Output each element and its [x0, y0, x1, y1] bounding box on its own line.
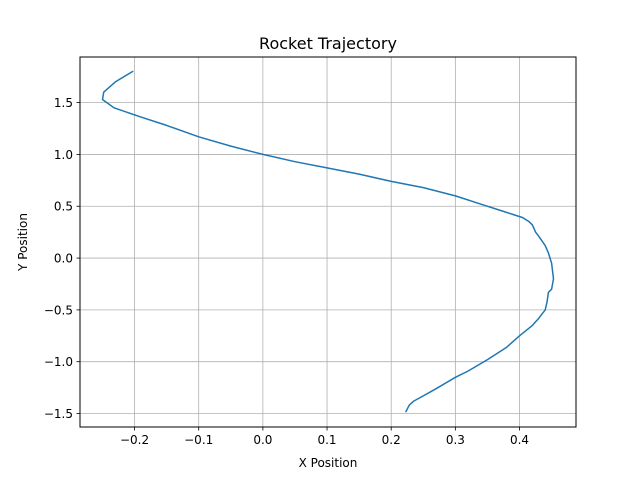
- x-axis: −0.2 −0.1 0.0 0.1 0.2 0.3 0.4: [120, 427, 529, 447]
- x-tick-label: 0.3: [446, 433, 465, 447]
- plot-frame: [79, 56, 577, 428]
- y-tick-label: −0.5: [44, 303, 73, 317]
- x-tick-label: 0.4: [510, 433, 529, 447]
- grid: [80, 57, 576, 427]
- y-tick-label: −1.0: [44, 355, 73, 369]
- y-axis: −1.5 −1.0 −0.5 0.0 0.5 1.0 1.5: [44, 96, 80, 421]
- x-tick-label: 0.1: [317, 433, 336, 447]
- y-tick-label: 1.0: [54, 148, 73, 162]
- x-axis-label: X Position: [299, 456, 358, 470]
- y-tick-label: 1.5: [54, 96, 73, 110]
- y-tick-label: 0.5: [54, 200, 73, 214]
- x-tick-label: 0.0: [253, 433, 272, 447]
- x-tick-label: −0.1: [184, 433, 213, 447]
- y-tick-label: −1.5: [44, 407, 73, 421]
- trajectory-line: [101, 70, 555, 413]
- y-axis-label: Y Position: [16, 213, 30, 272]
- y-tick-label: 0.0: [54, 252, 73, 266]
- x-tick-label: 0.2: [382, 433, 401, 447]
- series-layer: [101, 70, 555, 413]
- chart-title: Rocket Trajectory: [259, 34, 397, 53]
- x-tick-label: −0.2: [120, 433, 149, 447]
